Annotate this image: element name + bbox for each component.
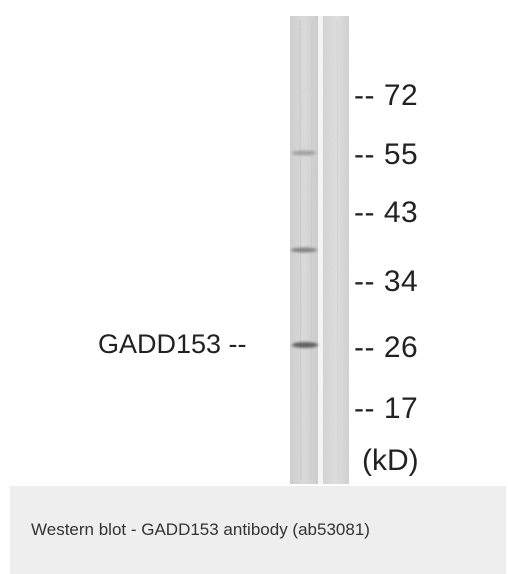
caption-box: Western blot - GADD153 antibody (ab53081…: [10, 486, 506, 574]
blot-image: [290, 16, 349, 484]
band-gadd153: [292, 342, 318, 348]
marker-26: -- 26: [354, 331, 419, 364]
marker-34: -- 34: [354, 265, 419, 298]
unit-label: (kD): [362, 444, 419, 477]
gadd153-band-label: GADD153 --: [98, 329, 247, 359]
band-55kd: [292, 150, 316, 156]
marker-55: -- 55: [354, 138, 419, 171]
marker-17: -- 17: [354, 392, 419, 425]
bands: [291, 150, 318, 348]
marker-72: -- 72: [354, 79, 419, 112]
western-blot-figure: -- 72 -- 55 -- 43 -- 34 -- 26 -- 17 GADD…: [10, 10, 506, 486]
marker-43: -- 43: [354, 196, 419, 229]
band-38kd: [291, 247, 317, 253]
figure-caption: Western blot - GADD153 antibody (ab53081…: [31, 520, 370, 539]
